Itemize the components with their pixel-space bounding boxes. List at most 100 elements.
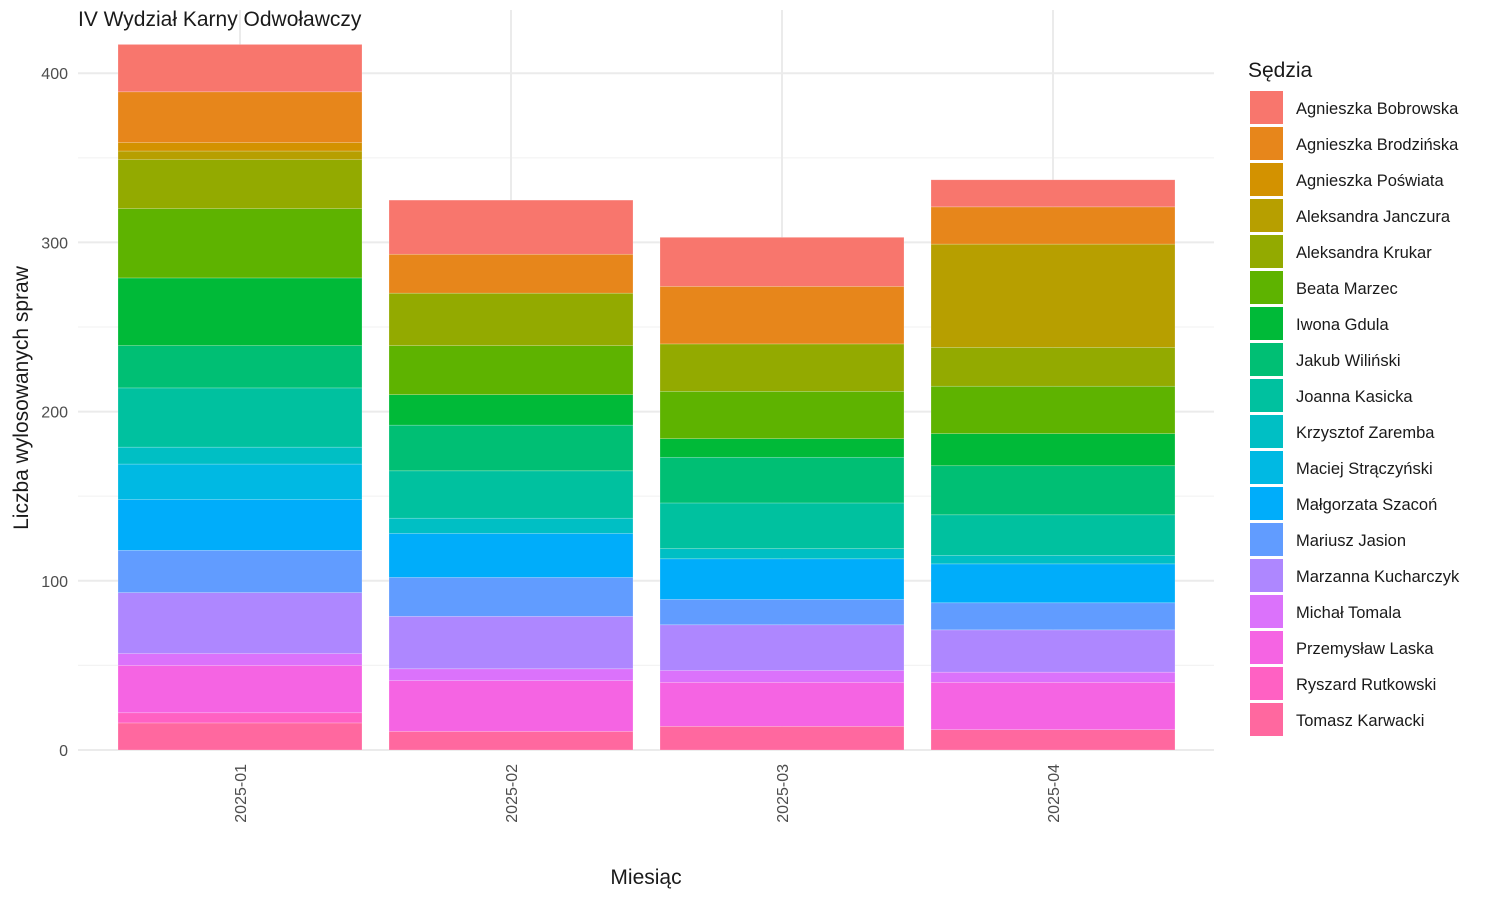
x-tick-label: 2025-03 — [775, 764, 792, 823]
legend-swatch — [1250, 343, 1283, 376]
legend-swatch — [1250, 595, 1283, 628]
bar-segment — [117, 345, 363, 389]
bar-segment — [930, 514, 1176, 556]
legend-label: Aleksandra Janczura — [1296, 208, 1451, 226]
bar-segment — [930, 243, 1176, 348]
bar-segment — [388, 668, 634, 681]
bar-segment — [659, 343, 905, 392]
bar-segment — [659, 237, 905, 287]
legend-label: Małgorzata Szacoń — [1296, 496, 1437, 514]
bar-segment — [117, 592, 363, 654]
bar-segment — [659, 286, 905, 345]
axes: 0 100 200 300 400 2025-01 2025-02 2025-03 2025-0… — [41, 66, 1063, 823]
bar-segment — [930, 179, 1176, 208]
bar-segment — [659, 390, 905, 439]
bar-segment — [117, 277, 363, 346]
bar-segment — [117, 44, 363, 93]
legend-label: Iwona Gdula — [1296, 316, 1389, 334]
bar-segment — [117, 208, 363, 279]
y-tick-label: 0 — [59, 743, 68, 760]
bar-segment — [659, 726, 905, 751]
bar-segment — [117, 550, 363, 593]
bar-segment — [117, 446, 363, 465]
bar-segment — [930, 555, 1176, 565]
bar-segment — [930, 385, 1176, 434]
bar-segment — [930, 465, 1176, 516]
legend-swatch — [1250, 631, 1283, 664]
legend-label: Beata Marzec — [1296, 280, 1398, 298]
legend-label: Aleksandra Krukar — [1296, 244, 1432, 262]
bar-segment — [388, 292, 634, 346]
legend-label: Michał Tomala — [1296, 604, 1402, 622]
chart-title: IV Wydział Karny Odwoławczy — [78, 8, 362, 31]
legend-swatch — [1250, 451, 1283, 484]
y-axis-title: Liczba wylosowanych spraw — [10, 265, 33, 530]
bar-segment — [930, 729, 1176, 751]
legend-label: Agnieszka Poświata — [1296, 172, 1444, 190]
bar-segment — [117, 712, 363, 724]
legend-swatch — [1250, 415, 1283, 448]
bar-segment — [659, 682, 905, 727]
legend-label: Agnieszka Bobrowska — [1296, 100, 1459, 118]
bar-segment — [117, 142, 363, 152]
bar-segment — [388, 345, 634, 395]
y-tick-label: 100 — [41, 574, 68, 591]
bar-segment — [930, 206, 1176, 245]
bar-segment — [388, 253, 634, 294]
legend-swatch — [1250, 235, 1283, 268]
legend: Sędzia Agnieszka Bobrowska Agnieszka Brod… — [1248, 59, 1460, 736]
bar-segment — [930, 602, 1176, 631]
bar-segment — [117, 665, 363, 714]
legend-swatch — [1250, 487, 1283, 520]
bar-segment — [117, 653, 363, 666]
legend-label: Jakub Wiliński — [1296, 352, 1401, 370]
legend-swatch — [1250, 559, 1283, 592]
bar-segment — [388, 533, 634, 578]
bar-segment — [930, 682, 1176, 730]
bar-segment — [659, 624, 905, 671]
legend-label: Agnieszka Brodzińska — [1296, 136, 1459, 154]
y-tick-label: 400 — [41, 66, 68, 83]
bar-segment — [930, 671, 1176, 683]
legend-label: Maciej Strączyński — [1296, 460, 1433, 478]
bar-segment — [659, 438, 905, 458]
bar-segment — [117, 463, 363, 500]
legend-swatch — [1250, 523, 1283, 556]
legend-label: Marzanna Kucharczyk — [1296, 568, 1460, 586]
bar-segment — [388, 470, 634, 519]
legend-label: Krzysztof Zaremba — [1296, 424, 1435, 442]
bar-segment — [659, 670, 905, 683]
bar-segment — [659, 558, 905, 600]
bar-segment — [930, 563, 1176, 604]
bar-segment — [388, 731, 634, 751]
bar-segment — [930, 629, 1176, 673]
legend-label: Ryszard Rutkowski — [1296, 676, 1436, 694]
y-tick-label: 200 — [41, 405, 68, 422]
legend-swatch — [1250, 703, 1283, 736]
y-tick-label: 300 — [41, 235, 68, 252]
bar-segment — [388, 424, 634, 472]
x-tick-label: 2025-02 — [504, 764, 521, 823]
bar-segment — [117, 91, 363, 143]
bar-segment — [388, 199, 634, 255]
bar-segment — [117, 499, 363, 551]
legend-swatch — [1250, 379, 1283, 412]
bar-segment — [388, 394, 634, 426]
bar-segment — [659, 548, 905, 560]
bars — [117, 44, 1176, 751]
bar-segment — [117, 722, 363, 751]
bar-segment — [117, 150, 363, 160]
legend-swatch — [1250, 163, 1283, 196]
bar-segment — [388, 517, 634, 534]
legend-swatch — [1250, 199, 1283, 232]
legend-swatch — [1250, 91, 1283, 124]
bar-segment — [117, 159, 363, 209]
legend-label: Joanna Kasicka — [1296, 388, 1413, 406]
legend-title: Sędzia — [1248, 59, 1313, 82]
legend-swatch — [1250, 271, 1283, 304]
legend-label: Przemysław Laska — [1296, 640, 1434, 658]
legend-swatch — [1250, 667, 1283, 700]
bar-segment — [388, 680, 634, 732]
legend-label: Mariusz Jasion — [1296, 532, 1406, 550]
